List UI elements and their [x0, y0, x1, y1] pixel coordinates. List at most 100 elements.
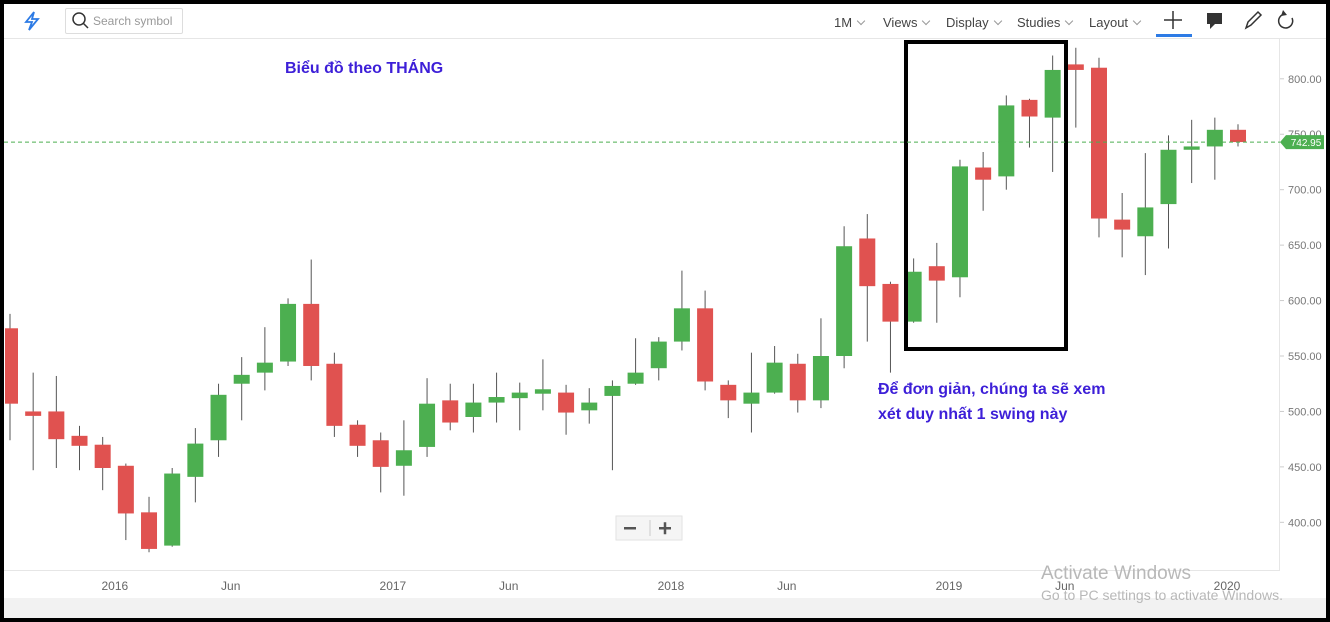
candle-body [94, 444, 111, 468]
candle-body [766, 362, 783, 393]
annotation: Để đơn giản, chúng ta sẽ xem xét duy nhấ… [878, 381, 1106, 423]
y-tick-label: 700.00 [1288, 185, 1322, 197]
candle-body [233, 374, 250, 384]
chart-title: Biểu đồ theo THÁNG [285, 60, 444, 77]
candle-body [627, 372, 644, 384]
candle-body [303, 303, 320, 366]
axis-border [1279, 39, 1280, 571]
comment-tool[interactable] [1207, 13, 1222, 29]
last-price-tag [1280, 135, 1324, 150]
tool-icons [1156, 10, 1294, 37]
x-tick-label: Jun [499, 579, 518, 593]
highlight-box [904, 40, 1068, 351]
candle-body [1044, 69, 1061, 118]
candle-body [442, 400, 459, 423]
candle-body [372, 440, 389, 467]
interval-menu[interactable]: 1M [834, 15, 864, 30]
chart: 400.00 450.00 500.00 550.00 600.00 650.00 700.… [4, 39, 1326, 618]
candle-body [326, 363, 343, 426]
candle-body [650, 341, 667, 369]
x-tick-label: 2019 [936, 579, 963, 593]
x-tick-label: 2017 [380, 579, 407, 593]
candle-body [349, 424, 366, 446]
candle-body [1160, 149, 1177, 205]
views-menu[interactable]: Views [883, 15, 929, 30]
logo-icon[interactable] [20, 9, 44, 33]
bottom-bar [4, 598, 1326, 618]
candle-body [673, 308, 690, 342]
layout-menu[interactable]: Layout [1089, 15, 1140, 30]
candle-body [5, 328, 18, 404]
candle-body [210, 394, 227, 441]
candle-body [604, 385, 621, 396]
candle-body [280, 303, 297, 362]
zoom-out[interactable] [624, 527, 636, 530]
candle-body [743, 392, 760, 404]
candle-body [905, 271, 922, 322]
y-tick-label: 800.00 [1288, 74, 1322, 86]
x-tick-label: 2016 [101, 579, 128, 593]
toolbar: Search symbol 1M Views Display Studies L… [4, 4, 1326, 39]
candle-body [998, 105, 1015, 177]
candle-body [882, 283, 899, 322]
candle-body [859, 238, 876, 287]
candle-body [812, 356, 829, 401]
candle-body [975, 167, 992, 180]
candle-body [1230, 129, 1247, 143]
candle-body [511, 392, 528, 399]
x-tick-label: 2018 [658, 579, 685, 593]
candle-body [558, 392, 575, 413]
display-menu[interactable]: Display [946, 15, 1001, 30]
candle-body [1114, 219, 1131, 230]
zoom-in[interactable] [663, 522, 667, 535]
candle-body [256, 362, 273, 373]
y-tick-label: 650.00 [1288, 240, 1322, 252]
candle-body [697, 308, 714, 382]
candle-body [720, 384, 737, 401]
candle-body [488, 397, 505, 403]
x-tick-label: Jun [777, 579, 796, 593]
studies-menu[interactable]: Studies [1017, 15, 1072, 30]
candle-body [1021, 99, 1038, 117]
candle-body [141, 512, 158, 549]
candle-body [1090, 67, 1107, 219]
candle-body [25, 411, 42, 416]
reset-tool[interactable] [1277, 10, 1294, 29]
y-tick-label: 400.00 [1288, 517, 1322, 529]
candle-body [117, 465, 134, 514]
draw-tool[interactable] [1244, 10, 1263, 30]
watermark-title: Activate Windows [1041, 563, 1191, 584]
search-placeholder: Search symbol [93, 14, 173, 28]
candle-body [836, 246, 853, 357]
candle-body [951, 166, 968, 278]
last-price-label: 742.95 [1291, 138, 1322, 149]
watermark-subtitle: Go to PC settings to activate Windows. [1041, 587, 1283, 603]
x-tick-label: 2020 [1214, 579, 1241, 593]
candle-body [534, 389, 551, 394]
candle-body [419, 403, 436, 447]
candle-body [581, 402, 598, 411]
candle-body [395, 450, 412, 466]
x-tick-label: Jun [221, 579, 240, 593]
axis-border [4, 570, 1280, 571]
candle-body [164, 473, 181, 546]
logo [24, 11, 40, 31]
crosshair-tool[interactable] [1156, 11, 1192, 37]
candle-body [928, 266, 945, 281]
search-icon [72, 12, 89, 29]
candle-body [71, 435, 88, 446]
y-tick-label: 550.00 [1288, 351, 1322, 363]
candle-body [1137, 207, 1154, 237]
candle-body [1183, 146, 1200, 150]
candle-body [48, 411, 65, 440]
x-tick-label: Jun [1055, 579, 1074, 593]
candle-body [789, 363, 806, 401]
y-tick-label: 500.00 [1288, 406, 1322, 418]
zoom-control[interactable] [615, 515, 683, 541]
candle-body [1067, 64, 1084, 70]
search-box[interactable]: Search symbol [65, 8, 183, 34]
candle-body [1206, 129, 1223, 147]
y-tick-label: 450.00 [1288, 462, 1322, 474]
candle-body [187, 443, 204, 477]
